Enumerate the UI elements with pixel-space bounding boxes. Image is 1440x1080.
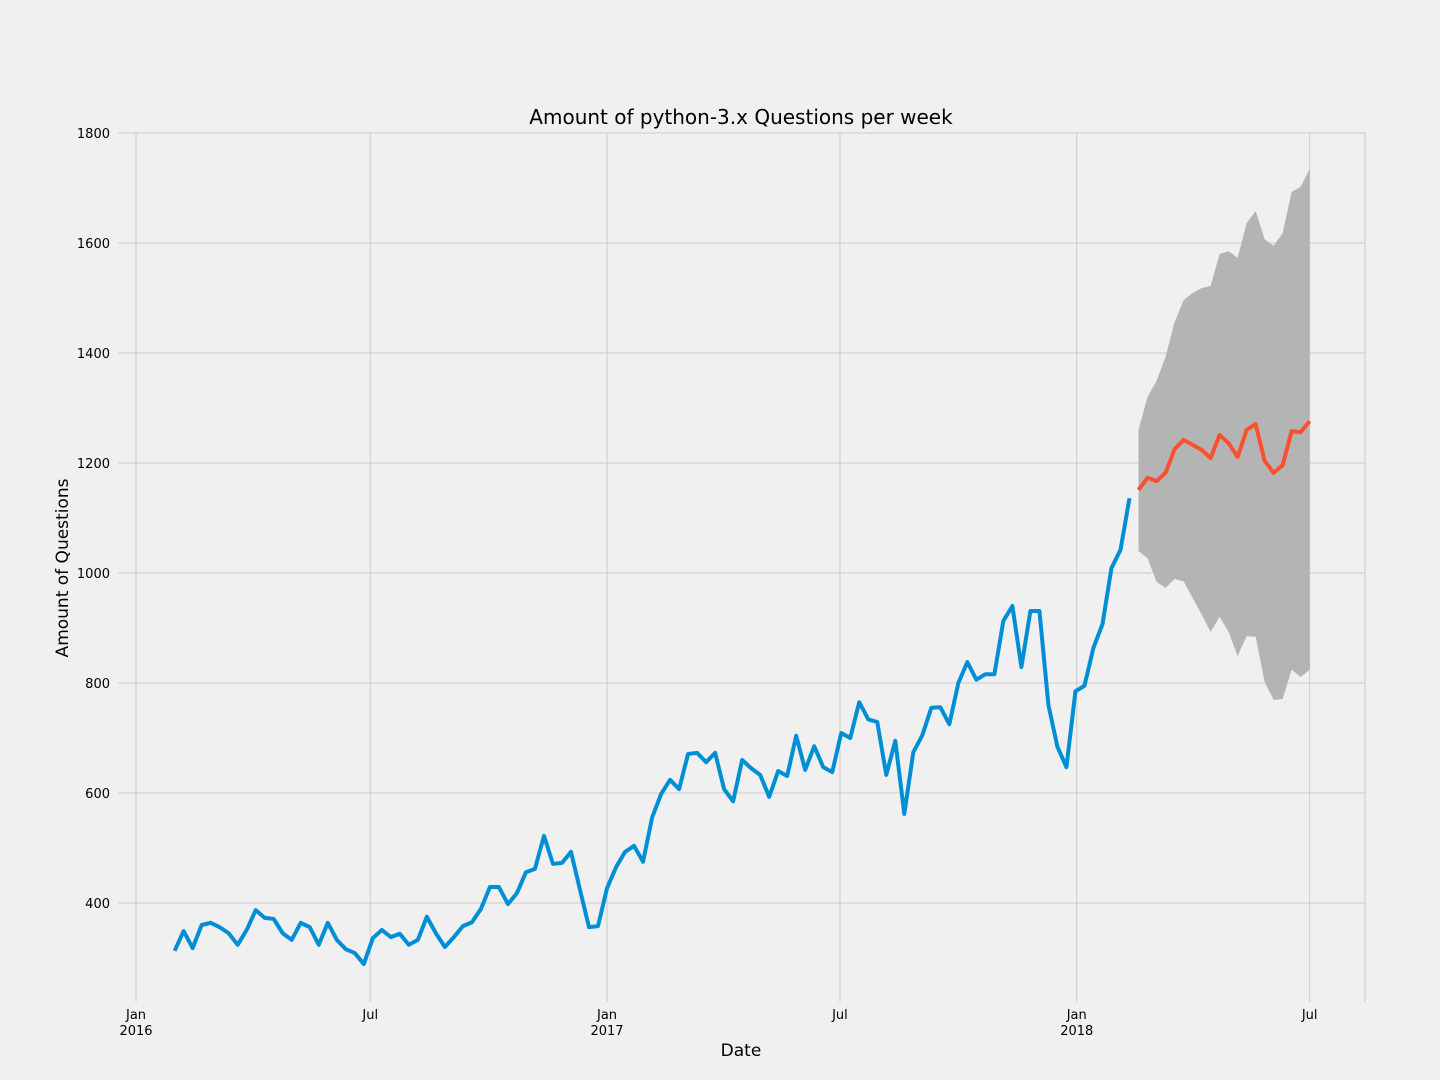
x-tick-label: Jan [596, 1008, 617, 1023]
y-tick-label: 1800 [77, 127, 110, 142]
x-axis-label: Date [721, 1041, 762, 1061]
y-tick-label: 1000 [77, 567, 110, 582]
data-line [172, 497, 1132, 967]
x-tick-label: 2018 [1060, 1024, 1093, 1039]
x-tick-label: Jan [1066, 1008, 1087, 1023]
chart-title: Amount of python-3.x Questions per week [529, 105, 953, 129]
x-tick-label: Jul [831, 1008, 848, 1023]
x-tick-label: 2016 [119, 1024, 152, 1039]
x-tick-label: Jul [361, 1008, 378, 1023]
y-axis-label: Amount of Questions [53, 478, 73, 657]
y-tick-label: 1600 [77, 237, 110, 252]
data-line [1136, 419, 1312, 492]
confidence-band [1138, 168, 1310, 701]
x-tick-label: Jul [1301, 1008, 1318, 1023]
y-tick-label: 800 [85, 677, 110, 692]
y-tick-label: 1400 [77, 347, 110, 362]
y-tick-label: 1200 [77, 457, 110, 472]
y-tick-label: 600 [85, 787, 110, 802]
x-tick-label: Jan [125, 1008, 146, 1023]
x-tick-label: 2017 [590, 1024, 623, 1039]
y-tick-label: 400 [85, 897, 110, 912]
